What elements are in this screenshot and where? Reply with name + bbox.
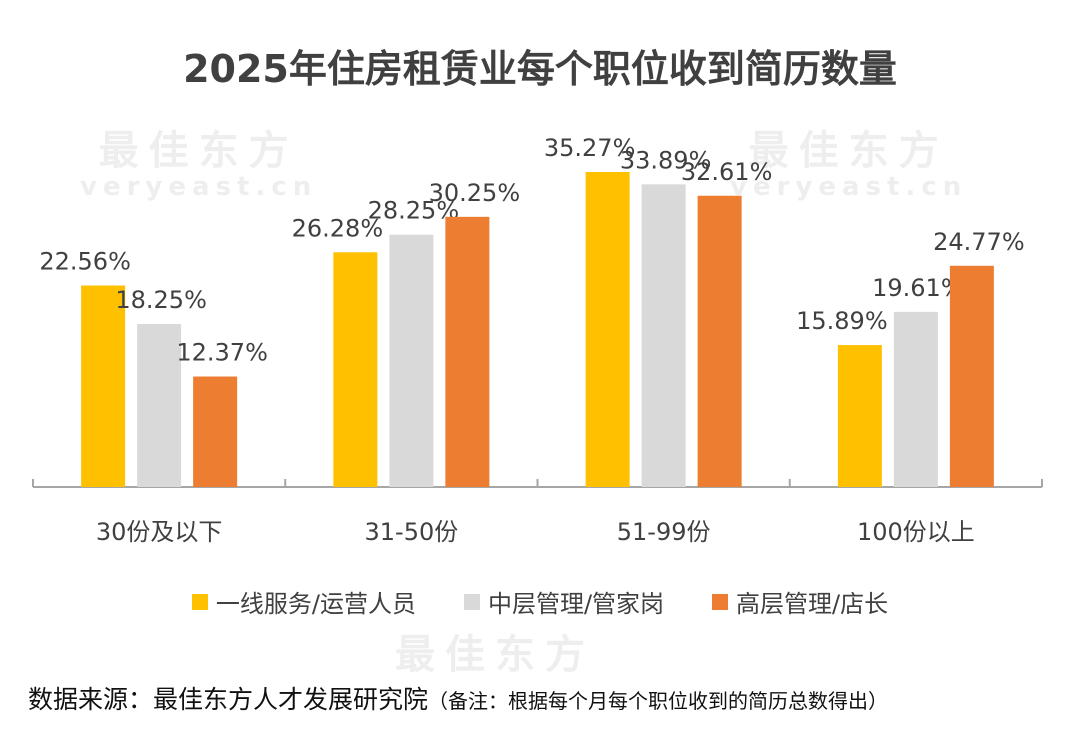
- watermark-cn: 最佳东方: [395, 632, 595, 678]
- bar: [193, 376, 238, 487]
- data-label: 12.37%: [176, 339, 268, 367]
- legend-item: 一线服务/运营人员: [191, 584, 416, 619]
- x-tick-label: 51-99份: [617, 518, 711, 546]
- legend-swatch: [712, 593, 729, 610]
- data-label: 24.77%: [933, 228, 1025, 256]
- x-tick-label: 31-50份: [365, 518, 459, 546]
- data-label: 35.27%: [544, 134, 636, 162]
- legend-swatch: [191, 593, 208, 610]
- bar: [949, 265, 994, 487]
- watermark-en: veryeast.cn: [730, 172, 968, 202]
- data-label: 30.25%: [429, 179, 521, 207]
- watermark-cn: 最佳东方: [98, 128, 299, 174]
- source-note: 数据来源：最佳东方人才发展研究院（备注：根据每个月每个职位收到的简历总数得出）: [28, 680, 888, 716]
- x-tick-label: 30份及以下: [96, 518, 223, 546]
- source-remark: （备注：根据每个月每个职位收到的简历总数得出）: [428, 689, 889, 713]
- bar: [81, 285, 126, 487]
- data-label: 22.56%: [39, 248, 131, 276]
- watermark: 最佳东方 veryeast.cn: [730, 118, 967, 202]
- bar: [641, 184, 686, 487]
- watermark-en: veryeast.cn: [80, 172, 318, 202]
- data-label: 33.89%: [620, 146, 712, 174]
- data-label: 32.61%: [681, 158, 773, 186]
- legend: 一线服务/运营人员 中层管理/管家岗 高层管理/店长: [0, 584, 1080, 619]
- bar: [585, 172, 630, 487]
- bar: [893, 311, 938, 487]
- watermark: 最佳东方: [395, 622, 595, 680]
- legend-label: 高层管理/店长: [736, 590, 889, 618]
- data-label: 28.25%: [368, 197, 460, 225]
- data-label: 19.61%: [872, 274, 964, 302]
- bar: [697, 195, 742, 488]
- legend-label: 一线服务/运营人员: [215, 590, 416, 618]
- legend-swatch: [463, 593, 480, 610]
- bar: [445, 216, 490, 487]
- data-label: 15.89%: [796, 307, 888, 335]
- x-tick-label: 100份以上: [857, 518, 975, 546]
- source-label: 数据来源：最佳东方人才发展研究院: [28, 685, 429, 714]
- legend-item: 中层管理/管家岗: [463, 584, 665, 619]
- watermark-cn: 最佳东方: [748, 128, 949, 174]
- chart-title: 2025年住房租赁业每个职位收到简历数量: [183, 47, 897, 91]
- bar: [137, 324, 182, 487]
- data-label: 26.28%: [292, 214, 384, 242]
- bar: [333, 252, 378, 487]
- legend-item: 高层管理/店长: [712, 584, 888, 619]
- watermark: 最佳东方 veryeast.cn: [80, 118, 317, 202]
- legend-label: 中层管理/管家岗: [487, 590, 665, 618]
- bar: [389, 234, 434, 487]
- bar: [837, 345, 882, 487]
- data-label: 18.25%: [115, 286, 207, 314]
